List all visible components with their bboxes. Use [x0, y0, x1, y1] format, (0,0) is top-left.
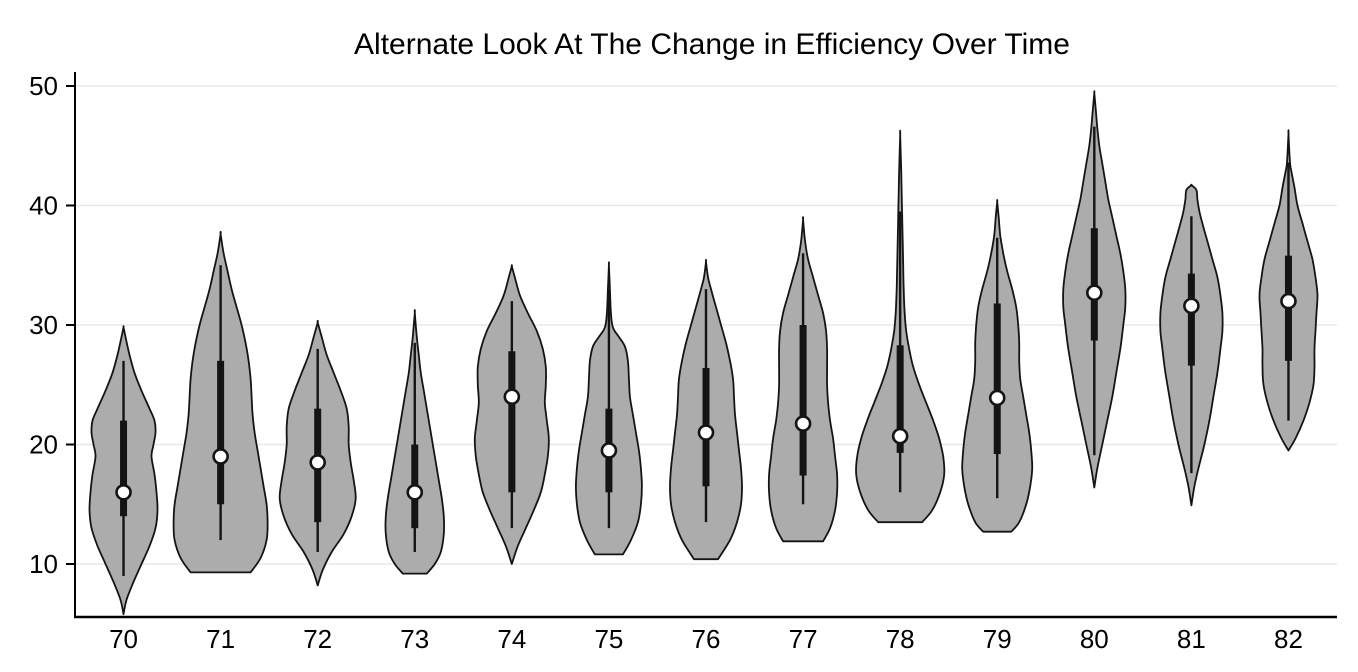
- iqr-box-80: [1090, 228, 1098, 341]
- median-dot-81: [1183, 297, 1200, 315]
- x-tick-label-81: 81: [1177, 624, 1206, 654]
- x-tick-label-75: 75: [594, 624, 623, 654]
- violin-70: [88, 325, 159, 616]
- violin-81: [1159, 183, 1224, 507]
- y-tick-label-10: 10: [29, 549, 58, 579]
- x-tick-label-71: 71: [206, 624, 235, 654]
- chart-title: Alternate Look At The Change in Efficien…: [354, 28, 1070, 61]
- y-tick-label-50: 50: [29, 71, 58, 101]
- violin-80: [1062, 90, 1127, 489]
- iqr-box-74: [508, 351, 516, 493]
- x-tick-label-70: 70: [109, 624, 138, 654]
- x-tick-label-73: 73: [400, 624, 429, 654]
- median-dot-71: [212, 448, 229, 465]
- x-tick-label-80: 80: [1080, 624, 1109, 654]
- median-dot-76: [697, 424, 715, 441]
- y-tick-label-20: 20: [29, 430, 58, 460]
- violin-71: [172, 230, 269, 574]
- median-dot-73: [406, 483, 424, 501]
- x-tick-label-78: 78: [886, 624, 915, 654]
- x-tick-label-76: 76: [692, 624, 721, 654]
- violin-72: [278, 319, 357, 587]
- x-tick-label-79: 79: [983, 624, 1012, 654]
- median-dot-70: [115, 483, 132, 501]
- iqr-box-70: [120, 420, 128, 517]
- y-tick-label-40: 40: [29, 191, 58, 221]
- axis-labels: 10 20 30 40 50 70 71 72 73 74 75 76 77 78 79 80 81 82: [29, 71, 1303, 654]
- iqr-box-77: [799, 325, 807, 476]
- violin-79: [961, 199, 1034, 533]
- iqr-box-71: [217, 360, 225, 505]
- axes: [66, 72, 1337, 619]
- violin-76: [669, 258, 743, 561]
- median-dot-72: [309, 454, 326, 471]
- violins: [88, 90, 1319, 616]
- y-tick-label-30: 30: [29, 310, 58, 340]
- iqr-box-79: [993, 303, 1001, 455]
- x-tick-label-77: 77: [789, 624, 818, 654]
- x-tick-label-72: 72: [303, 624, 332, 654]
- median-dot-82: [1280, 292, 1297, 310]
- violin-73: [384, 309, 445, 575]
- median-dot-77: [794, 415, 812, 432]
- median-dot-74: [503, 388, 521, 406]
- x-tick-label-74: 74: [497, 624, 526, 654]
- violin-77: [767, 216, 839, 543]
- x-tick-label-82: 82: [1274, 624, 1303, 654]
- violin-75: [575, 261, 643, 556]
- violin-78: [855, 129, 946, 524]
- violin-82: [1258, 129, 1319, 452]
- median-dot-78: [891, 427, 909, 445]
- iqr-box-81: [1187, 273, 1195, 366]
- median-dot-79: [988, 389, 1006, 407]
- median-dot-80: [1086, 284, 1103, 302]
- median-dot-75: [600, 442, 618, 459]
- iqr-box-78: [896, 345, 904, 453]
- violin-74: [473, 264, 550, 565]
